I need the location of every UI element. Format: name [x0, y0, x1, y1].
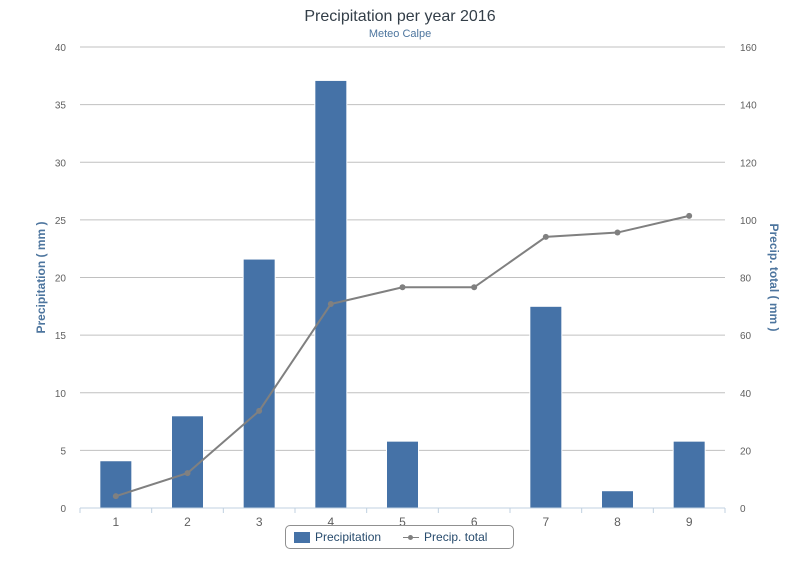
y-right-tick-label: 80: [740, 274, 752, 285]
bar: [601, 490, 634, 509]
bar: [171, 415, 204, 509]
legend-label: Precipitation: [315, 530, 382, 544]
x-tick-label: 6: [471, 515, 478, 529]
chart-title: Precipitation per year 2016: [304, 8, 496, 25]
x-tick-label: 3: [256, 515, 263, 529]
bar-series: [99, 79, 706, 509]
x-tick-label: 1: [112, 515, 119, 529]
legend-item-precipitation[interactable]: Precipitation: [294, 530, 381, 544]
y-left-tick-label: 10: [55, 389, 67, 400]
x-tick-label: 8: [614, 515, 621, 529]
legend-bar-swatch: [294, 531, 310, 543]
x-tick-label: 2: [184, 515, 191, 529]
legend: Precipitation Precip. total: [285, 525, 514, 549]
y-right-tick-label: 120: [740, 158, 757, 169]
bar: [672, 440, 706, 509]
line-series: [112, 212, 693, 500]
chart-subtitle: Meteo Calpe: [368, 28, 432, 40]
legend-line-swatch: [403, 532, 420, 543]
line-point: [471, 284, 478, 291]
legend-label: Precip. total: [424, 530, 488, 544]
y-right-tick-label: 100: [740, 216, 757, 227]
line-point: [184, 470, 191, 477]
x-tick-label: 4: [327, 515, 334, 529]
line-point: [256, 407, 263, 414]
x-tick-label: 9: [686, 515, 693, 529]
y-left-tick-label: 40: [55, 43, 67, 54]
bar: [529, 305, 563, 509]
bar: [314, 79, 348, 509]
y-right-axis-title: Precip. total ( mm ): [767, 223, 781, 331]
y-right-tick-label: 40: [740, 389, 752, 400]
line-point: [327, 301, 334, 308]
line-point: [399, 284, 406, 291]
bar: [242, 258, 276, 509]
y-left-axis-title: Precipitation ( mm ): [34, 221, 48, 333]
bar: [386, 440, 419, 509]
y-right-tick-label: 60: [740, 331, 752, 342]
line-point: [686, 212, 693, 219]
y-left-tick-label: 30: [55, 158, 67, 169]
y-left-tick-label: 5: [60, 446, 66, 457]
line-point: [614, 229, 621, 236]
y-left-tick-label: 35: [55, 101, 67, 112]
y-right-tick-label: 160: [740, 43, 757, 54]
y-right-tick-label: 0: [740, 504, 746, 515]
x-tick-label: 7: [542, 515, 549, 529]
bar: [99, 460, 133, 509]
y-left-tick-label: 15: [55, 331, 67, 342]
y-left-tick-label: 25: [55, 216, 67, 227]
line-point: [542, 233, 549, 240]
y-right-tick-label: 20: [740, 446, 752, 457]
legend-item-precip-total[interactable]: Precip. total: [403, 530, 487, 544]
line-point: [112, 493, 119, 500]
x-tick-label: 5: [399, 515, 406, 529]
y-left-tick-label: 0: [60, 504, 66, 515]
y-left-tick-label: 20: [55, 274, 67, 285]
y-right-tick-label: 140: [740, 101, 757, 112]
